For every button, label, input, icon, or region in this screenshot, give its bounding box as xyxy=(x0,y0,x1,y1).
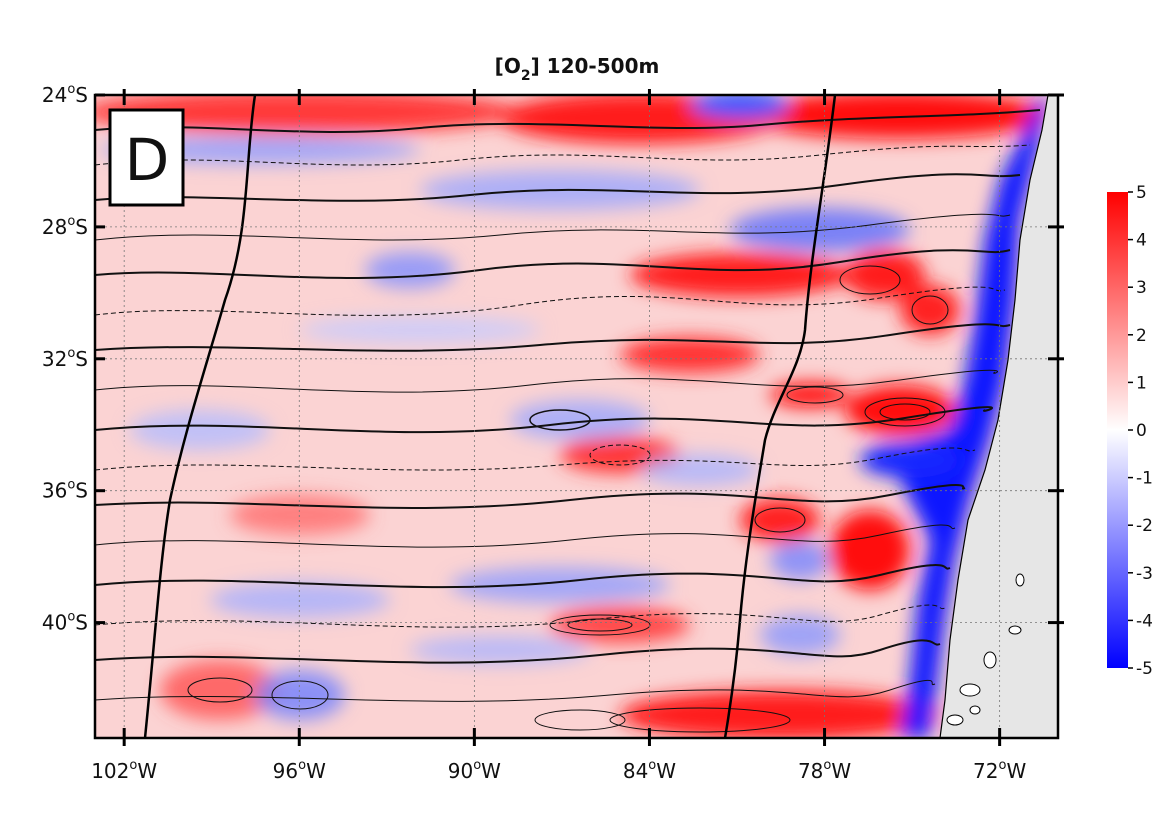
gridlines xyxy=(95,95,1058,738)
colorbar-tick-label: 2 xyxy=(1136,326,1147,346)
lon-tick-label: 102oW xyxy=(91,758,157,783)
colorbar-tick-label: 0 xyxy=(1136,421,1147,441)
colorbar-tick-label: -3 xyxy=(1136,564,1153,584)
colorbar-tick-label: -5 xyxy=(1136,659,1153,679)
lon-tick-label: 78oW xyxy=(798,758,851,783)
colorbar-tick-label: 3 xyxy=(1136,278,1147,298)
panel-label: D xyxy=(125,126,170,194)
lat-tick-label: 24oS xyxy=(42,82,88,107)
oxygen-anomaly-field xyxy=(95,95,1050,738)
lon-tick-label: 96oW xyxy=(273,758,326,783)
colorbar-tick-label: 4 xyxy=(1136,231,1147,251)
lat-tick-label: 36oS xyxy=(42,478,88,503)
islands xyxy=(946,573,1025,726)
lon-tick-label: 72oW xyxy=(973,758,1026,783)
map-title: [O2] 120-500m xyxy=(495,54,660,84)
lat-tick-label: 32oS xyxy=(42,346,88,371)
lon-tick-label: 84oW xyxy=(623,758,676,783)
land-mass xyxy=(939,95,1058,738)
colorbar-tick-label: -4 xyxy=(1136,611,1153,631)
longitude-axis: 102oW 96oW 90oW 84oW 78oW 72oW xyxy=(91,89,1026,783)
colorbar-gradient xyxy=(1107,192,1128,668)
colorbar-tick-label: 5 xyxy=(1136,183,1147,203)
map-frame xyxy=(93,93,1060,740)
lat-tick-label: 28oS xyxy=(42,214,88,239)
lat-tick-label: 40oS xyxy=(42,610,88,635)
ridge-lines xyxy=(143,95,837,738)
colorbar-ticks: 5 4 3 2 1 0 -1 -2 -3 -4 -5 xyxy=(1128,183,1153,679)
colorbar: 5 4 3 2 1 0 -1 -2 -3 -4 -5 xyxy=(1107,183,1153,679)
lon-tick-label: 90oW xyxy=(448,758,501,783)
map-panel xyxy=(95,95,1058,738)
colorbar-tick-label: 1 xyxy=(1136,373,1147,393)
latitude-axis: 24oS 28oS 32oS 36oS 40oS xyxy=(42,82,1064,635)
colorbar-tick-label: -1 xyxy=(1136,469,1153,489)
contour-lines xyxy=(95,109,1041,733)
colorbar-tick-label: -2 xyxy=(1136,516,1153,536)
panel-label-box: D xyxy=(108,108,185,207)
